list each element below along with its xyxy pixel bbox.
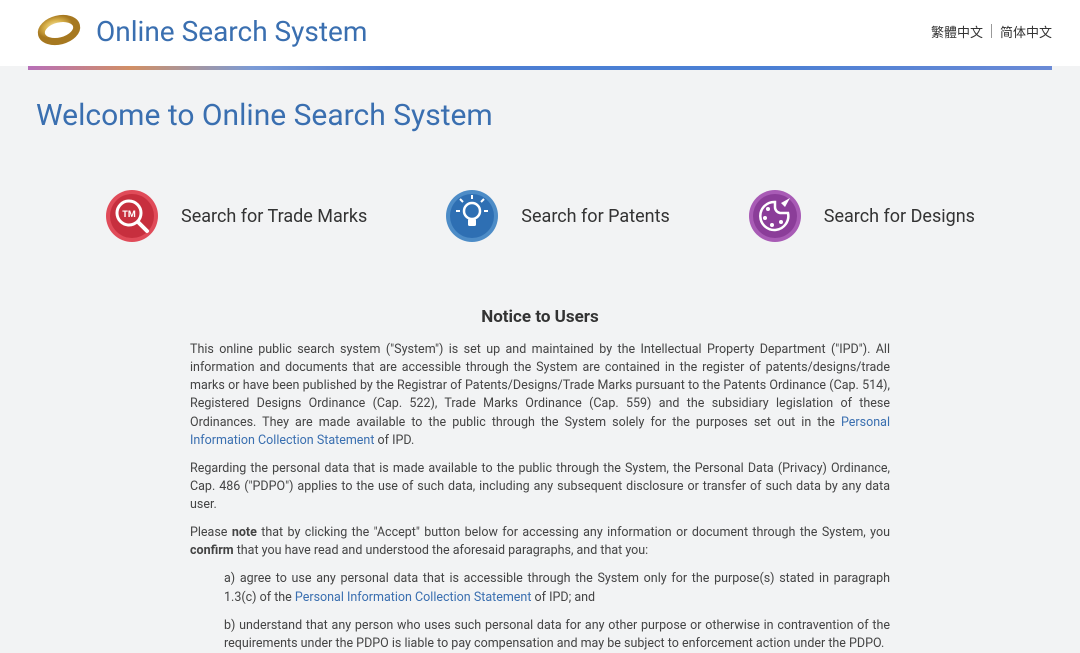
pics-link-2[interactable]: Personal Information Collection Statemen… <box>295 590 532 605</box>
site-title: Online Search System <box>96 15 367 48</box>
notice-paragraph-1: This online public search system ("Syste… <box>190 341 890 450</box>
svg-text:TM: TM <box>122 210 136 220</box>
search-patents-option[interactable]: Search for Patents <box>445 189 669 243</box>
trademark-icon: TM <box>105 189 159 243</box>
site-header: Online Search System 繁體中文 简体中文 <box>0 0 1080 66</box>
lang-traditional-link[interactable]: 繁體中文 <box>931 22 983 41</box>
main-content: Welcome to Online Search System TM Searc… <box>0 70 1080 653</box>
design-label: Search for Designs <box>824 206 975 227</box>
notice-item-a: a) agree to use any personal data that i… <box>224 570 890 606</box>
patent-label: Search for Patents <box>521 206 669 227</box>
notice-list: a) agree to use any personal data that i… <box>190 570 890 653</box>
notice-section: Notice to Users This online public searc… <box>190 307 890 653</box>
notice-paragraph-2: Regarding the personal data that is made… <box>190 460 890 514</box>
trademark-label: Search for Trade Marks <box>181 206 367 227</box>
notice-paragraph-3: Please note that by clicking the "Accept… <box>190 524 890 560</box>
divider <box>991 24 992 38</box>
notice-item-b: b) understand that any person who uses s… <box>224 617 890 653</box>
search-options-row: TM Search for Trade Marks Sear <box>36 189 1044 243</box>
language-switch: 繁體中文 简体中文 <box>931 22 1052 41</box>
logo-area: Online Search System <box>36 8 367 54</box>
site-logo-icon <box>36 8 82 54</box>
lang-simplified-link[interactable]: 简体中文 <box>1000 22 1052 41</box>
search-trademarks-option[interactable]: TM Search for Trade Marks <box>105 189 367 243</box>
patent-icon <box>445 189 499 243</box>
search-designs-option[interactable]: Search for Designs <box>748 189 975 243</box>
welcome-heading: Welcome to Online Search System <box>36 98 1044 133</box>
notice-title: Notice to Users <box>190 307 890 327</box>
design-icon <box>748 189 802 243</box>
